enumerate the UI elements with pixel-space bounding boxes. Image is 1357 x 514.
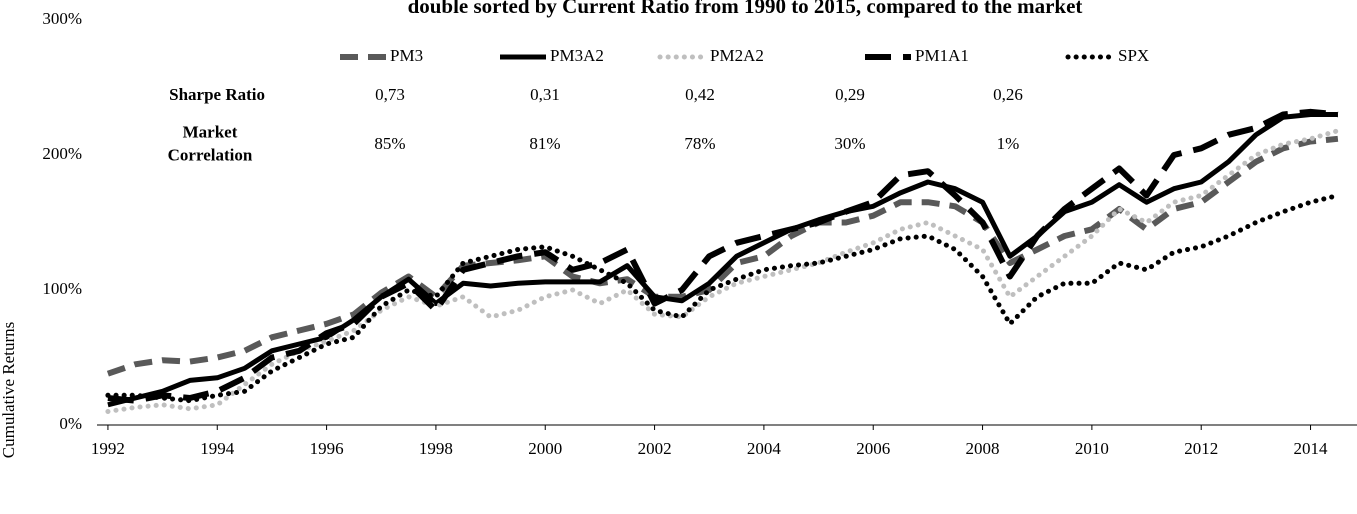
x-tick-label: 2008	[966, 439, 1000, 458]
stats-value: 81%	[529, 134, 560, 153]
legend-label: PM1A1	[915, 46, 969, 65]
y-tick-label: 100%	[42, 279, 82, 298]
series-line	[107, 108, 1339, 404]
x-tick-label: 2010	[1075, 439, 1109, 458]
stats-value: 1%	[997, 134, 1020, 153]
legend-label: PM3A2	[550, 46, 604, 65]
stats-value: 30%	[834, 134, 865, 153]
x-tick-label: 1998	[419, 439, 453, 458]
y-tick-label: 300%	[42, 9, 82, 28]
series-line	[105, 128, 1341, 414]
y-axis-label: Cumulative Returns	[0, 322, 18, 458]
stats-value: 78%	[684, 134, 715, 153]
y-tick-label: 0%	[59, 414, 82, 433]
stats-row-label: Correlation	[168, 145, 253, 164]
legend-label: PM3	[390, 46, 423, 65]
x-tick-label: 2004	[747, 439, 782, 458]
series-line	[106, 135, 1339, 377]
x-tick-label: 2006	[856, 439, 890, 458]
x-tick-label: 1994	[200, 439, 235, 458]
stats-value: 85%	[374, 134, 405, 153]
x-tick-label: 2012	[1184, 439, 1218, 458]
stats-value: 0,73	[375, 85, 405, 104]
stats-value: 0,31	[530, 85, 560, 104]
stats-value: 0,29	[835, 85, 865, 104]
legend-label: PM2A2	[710, 46, 764, 65]
y-tick-label: 200%	[42, 144, 82, 163]
stats-value: 0,26	[993, 85, 1023, 104]
x-tick-label: 2014	[1294, 439, 1329, 458]
legend-label: SPX	[1118, 46, 1149, 65]
stats-value: 0,42	[685, 85, 715, 104]
x-tick-label: 1996	[310, 439, 344, 458]
series-line	[105, 193, 1341, 404]
x-tick-label: 1992	[91, 439, 125, 458]
stats-row-label: Sharpe Ratio	[169, 85, 265, 104]
series-line	[107, 112, 1338, 408]
x-tick-label: 2000	[528, 439, 562, 458]
chart-title: double sorted by Current Ratio from 1990…	[408, 0, 1083, 18]
stats-row-label: Market	[183, 122, 238, 141]
x-tick-label: 2002	[638, 439, 672, 458]
